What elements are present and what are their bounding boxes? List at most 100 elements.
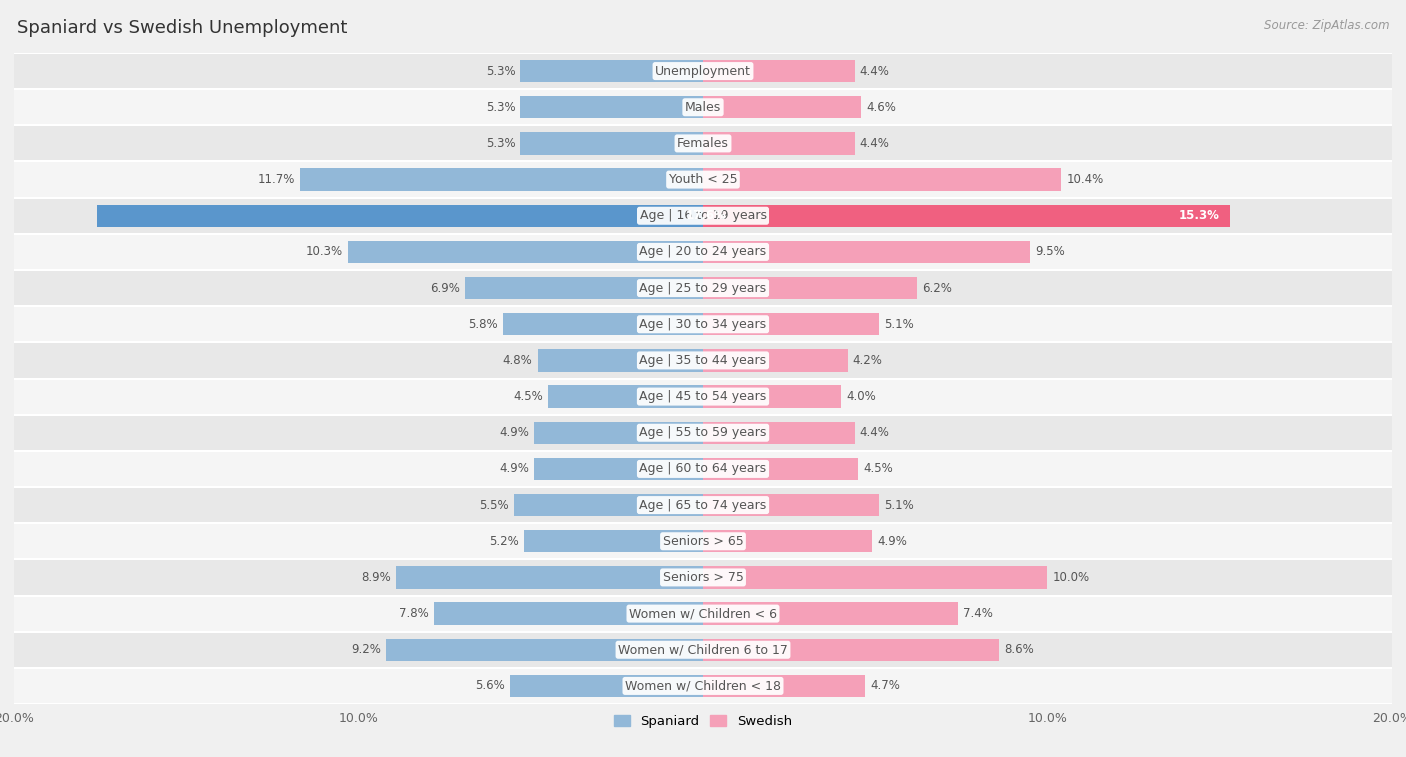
Text: 5.6%: 5.6% xyxy=(475,680,505,693)
Text: 4.6%: 4.6% xyxy=(866,101,897,114)
Text: 4.2%: 4.2% xyxy=(853,354,883,367)
Text: Males: Males xyxy=(685,101,721,114)
Text: Age | 20 to 24 years: Age | 20 to 24 years xyxy=(640,245,766,258)
Bar xyxy=(520,60,703,83)
Bar xyxy=(520,96,703,118)
Text: 6.2%: 6.2% xyxy=(922,282,952,294)
Text: 5.1%: 5.1% xyxy=(884,499,914,512)
Bar xyxy=(14,631,1392,668)
Text: 7.8%: 7.8% xyxy=(399,607,429,620)
Bar xyxy=(434,603,703,625)
Text: 5.2%: 5.2% xyxy=(489,534,519,548)
Legend: Spaniard, Swedish: Spaniard, Swedish xyxy=(609,709,797,734)
Bar xyxy=(513,494,703,516)
Text: 4.4%: 4.4% xyxy=(859,64,890,77)
Text: 8.9%: 8.9% xyxy=(361,571,391,584)
Text: Youth < 25: Youth < 25 xyxy=(669,173,737,186)
Text: 4.9%: 4.9% xyxy=(499,463,529,475)
Bar xyxy=(14,668,1392,704)
Bar xyxy=(14,523,1392,559)
Bar xyxy=(703,422,855,444)
Bar xyxy=(703,458,858,480)
Bar xyxy=(349,241,703,263)
Bar xyxy=(703,132,855,154)
Bar xyxy=(703,494,879,516)
Text: Unemployment: Unemployment xyxy=(655,64,751,77)
Bar xyxy=(14,161,1392,198)
Bar xyxy=(703,60,855,83)
Bar xyxy=(14,126,1392,161)
Bar xyxy=(520,132,703,154)
Text: Source: ZipAtlas.com: Source: ZipAtlas.com xyxy=(1264,19,1389,32)
Text: 4.8%: 4.8% xyxy=(503,354,533,367)
Text: 5.8%: 5.8% xyxy=(468,318,498,331)
Text: Seniors > 65: Seniors > 65 xyxy=(662,534,744,548)
Text: Age | 55 to 59 years: Age | 55 to 59 years xyxy=(640,426,766,439)
Text: Age | 60 to 64 years: Age | 60 to 64 years xyxy=(640,463,766,475)
Bar xyxy=(703,277,917,299)
Text: Women w/ Children 6 to 17: Women w/ Children 6 to 17 xyxy=(619,643,787,656)
Text: Age | 45 to 54 years: Age | 45 to 54 years xyxy=(640,390,766,403)
Text: Age | 35 to 44 years: Age | 35 to 44 years xyxy=(640,354,766,367)
Text: 8.6%: 8.6% xyxy=(1004,643,1035,656)
Text: 6.9%: 6.9% xyxy=(430,282,460,294)
Bar xyxy=(396,566,703,589)
Bar xyxy=(703,313,879,335)
Text: 4.9%: 4.9% xyxy=(877,534,907,548)
Bar xyxy=(14,378,1392,415)
Bar xyxy=(14,342,1392,378)
Bar xyxy=(703,566,1047,589)
Bar xyxy=(14,89,1392,126)
Text: 17.6%: 17.6% xyxy=(686,209,727,223)
Bar xyxy=(703,603,957,625)
Text: 10.0%: 10.0% xyxy=(1053,571,1090,584)
Text: 15.3%: 15.3% xyxy=(1178,209,1219,223)
Bar xyxy=(534,458,703,480)
Bar xyxy=(703,639,1000,661)
Bar xyxy=(510,674,703,697)
Bar xyxy=(534,422,703,444)
Text: 4.4%: 4.4% xyxy=(859,426,890,439)
Text: 4.4%: 4.4% xyxy=(859,137,890,150)
Text: 4.5%: 4.5% xyxy=(513,390,543,403)
Text: 11.7%: 11.7% xyxy=(257,173,295,186)
Bar xyxy=(703,530,872,553)
Text: 10.4%: 10.4% xyxy=(1066,173,1104,186)
Bar xyxy=(537,349,703,372)
Bar xyxy=(503,313,703,335)
Text: 5.5%: 5.5% xyxy=(479,499,509,512)
Bar xyxy=(387,639,703,661)
Text: 5.3%: 5.3% xyxy=(485,64,515,77)
Text: 4.0%: 4.0% xyxy=(846,390,876,403)
Text: 5.3%: 5.3% xyxy=(485,137,515,150)
Text: Females: Females xyxy=(678,137,728,150)
Bar xyxy=(703,241,1031,263)
Bar xyxy=(299,168,703,191)
Bar xyxy=(14,596,1392,631)
Bar xyxy=(14,451,1392,487)
Bar xyxy=(97,204,703,227)
Text: 4.5%: 4.5% xyxy=(863,463,893,475)
Bar xyxy=(14,270,1392,306)
Text: Women w/ Children < 18: Women w/ Children < 18 xyxy=(626,680,780,693)
Text: Age | 30 to 34 years: Age | 30 to 34 years xyxy=(640,318,766,331)
Bar xyxy=(14,306,1392,342)
Bar xyxy=(465,277,703,299)
Text: 10.3%: 10.3% xyxy=(307,245,343,258)
Bar xyxy=(703,204,1230,227)
Bar xyxy=(703,96,862,118)
Text: Age | 25 to 29 years: Age | 25 to 29 years xyxy=(640,282,766,294)
Text: Spaniard vs Swedish Unemployment: Spaniard vs Swedish Unemployment xyxy=(17,19,347,37)
Text: 7.4%: 7.4% xyxy=(963,607,993,620)
Bar xyxy=(703,349,848,372)
Text: 9.5%: 9.5% xyxy=(1035,245,1066,258)
Text: Age | 65 to 74 years: Age | 65 to 74 years xyxy=(640,499,766,512)
Text: Women w/ Children < 6: Women w/ Children < 6 xyxy=(628,607,778,620)
Bar xyxy=(14,487,1392,523)
Text: 4.7%: 4.7% xyxy=(870,680,900,693)
Bar xyxy=(703,674,865,697)
Text: 4.9%: 4.9% xyxy=(499,426,529,439)
Bar xyxy=(14,198,1392,234)
Text: Age | 16 to 19 years: Age | 16 to 19 years xyxy=(640,209,766,223)
Bar xyxy=(548,385,703,408)
